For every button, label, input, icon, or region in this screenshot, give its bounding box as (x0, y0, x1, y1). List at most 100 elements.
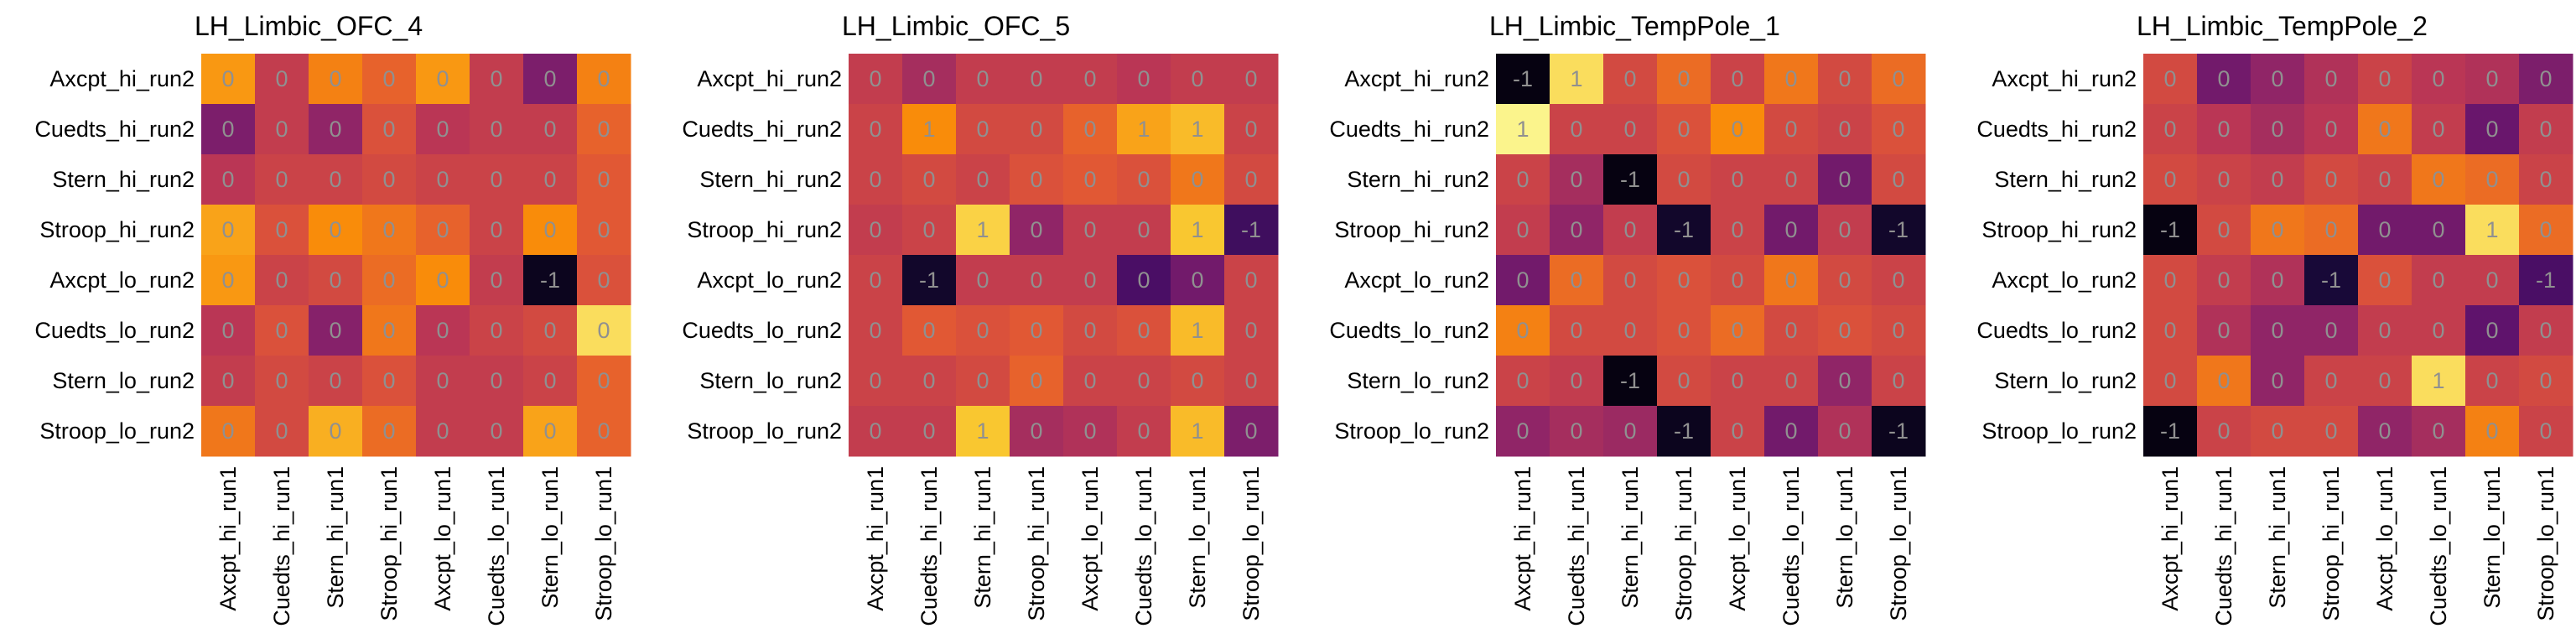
column-label: Stern_lo_run1 (1832, 466, 1857, 609)
cell-value-label: 0 (1784, 418, 1797, 444)
heatmap-cell (1711, 154, 1765, 205)
cell-value-label: 0 (1784, 217, 1797, 242)
cell-value-label: 0 (2378, 267, 2391, 293)
heatmap-cell (1872, 356, 1926, 407)
cell-value-label: 0 (2163, 368, 2176, 393)
cell-value-label: 0 (597, 267, 610, 293)
cell-value-label: 0 (869, 267, 881, 293)
heatmap-cell (309, 154, 363, 205)
cell-value-label: 0 (1570, 318, 1582, 343)
cell-value-label: 0 (597, 66, 610, 91)
heatmap-cell (201, 104, 256, 155)
cell-value-label: 0 (1677, 368, 1690, 393)
cell-value-label: 1 (1570, 66, 1582, 91)
heatmap-cell (255, 54, 309, 105)
cell-value-label: 0 (2378, 217, 2391, 242)
cell-value-label: 0 (1030, 318, 1042, 343)
cell-value-label: -1 (2160, 217, 2180, 242)
column-label: Stern_lo_run1 (1185, 466, 1210, 609)
cell-value-label: 0 (543, 167, 556, 192)
cell-value-label: 0 (2539, 368, 2552, 393)
cell-value-label: 0 (1030, 117, 1042, 142)
heatmap-cell (2197, 54, 2251, 105)
cell-value-label: 0 (1083, 217, 1096, 242)
row-label: Stroop_hi_run2 (39, 217, 195, 242)
heatmap-cell (1224, 54, 1279, 105)
cell-value-label: 0 (1516, 318, 1529, 343)
heatmap-cell (309, 356, 363, 407)
cell-value-label: 0 (1083, 368, 1096, 393)
cell-value-label: 0 (1731, 267, 1743, 293)
cell-value-label: 0 (1838, 66, 1851, 91)
heatmap-cell (577, 205, 631, 256)
heatmap-cell (523, 104, 578, 155)
heatmap-cell (1764, 255, 1819, 306)
cell-value-label: 0 (922, 66, 935, 91)
cell-value-label: 0 (1244, 167, 1257, 192)
cell-value-label: 0 (2163, 267, 2176, 293)
heatmap-cell (2465, 305, 2520, 356)
heatmap-cell (1818, 356, 1872, 407)
cell-value-label: 0 (1030, 66, 1042, 91)
heatmap-cell (1657, 305, 1711, 356)
heatmap-cell (2465, 205, 2520, 256)
heatmap-cell (1063, 154, 1118, 205)
cell-value-label: 0 (221, 217, 234, 242)
cell-value-label: 0 (922, 318, 935, 343)
heatmap-cell (1818, 205, 1872, 256)
cell-value-label: 0 (543, 66, 556, 91)
heatmap-cell (2304, 406, 2359, 457)
column-label: Cuedts_lo_run1 (2426, 466, 2451, 626)
heatmap-cell (416, 305, 470, 356)
cell-value-label: 1 (2432, 368, 2444, 393)
heatmap-cell (902, 205, 957, 256)
cell-value-label: 0 (2432, 418, 2444, 444)
cell-value-label: 0 (2217, 267, 2230, 293)
cell-value-label: 0 (1731, 217, 1743, 242)
cell-value-label: 1 (1516, 117, 1529, 142)
column-label: Axcpt_lo_run1 (2372, 466, 2397, 611)
cell-value-label: 0 (329, 318, 341, 343)
cell-value-label: 0 (275, 418, 288, 444)
cell-value-label: 0 (543, 418, 556, 444)
cell-value-label: 0 (976, 66, 989, 91)
heatmap-cell (362, 205, 417, 256)
heatmap-cell (2519, 54, 2573, 105)
cell-value-label: 0 (597, 217, 610, 242)
panel-title: LH_Limbic_OFC_5 (842, 11, 1070, 41)
cell-value-label: 0 (2217, 318, 2230, 343)
heatmap-cell (2358, 255, 2412, 306)
heatmap-cell (849, 406, 903, 457)
row-label: Axcpt_lo_run2 (1344, 267, 1489, 293)
row-label: Cuedts_hi_run2 (34, 117, 195, 142)
cell-value-label: 0 (1137, 267, 1150, 293)
heatmap-cell (2412, 406, 2466, 457)
heatmap-cell (2519, 154, 2573, 205)
cell-value-label: 0 (382, 368, 395, 393)
heatmap-cell (1872, 154, 1926, 205)
heatmap-cell (201, 54, 256, 105)
column-label: Stroop_lo_run1 (2533, 466, 2558, 621)
column-label: Axcpt_hi_run1 (1510, 466, 1535, 611)
heatmap-cell (362, 255, 417, 306)
heatmap-cell (416, 54, 470, 105)
cell-value-label: 0 (1838, 217, 1851, 242)
cell-value-label: 0 (329, 267, 341, 293)
cell-value-label: 0 (2324, 217, 2337, 242)
heatmap-cell (1603, 104, 1658, 155)
heatmap-cell (1818, 255, 1872, 306)
row-label: Stern_hi_run2 (699, 167, 842, 192)
heatmap-cell (470, 104, 524, 155)
cell-value-label: 0 (275, 368, 288, 393)
heatmap-cell (1063, 406, 1118, 457)
row-label: Cuedts_hi_run2 (1329, 117, 1489, 142)
cell-value-label: 0 (275, 318, 288, 343)
heatmap-cell (1496, 154, 1550, 205)
cell-value-label: 0 (2217, 368, 2230, 393)
heatmap-panel-2: LH_Limbic_OFC_5 0 0 0 0 0 0 0 0 0 1 0 0 0 1 1 0 0 0 0 0 0 0 0 0 0… (682, 11, 1279, 626)
heatmap-cell (362, 356, 417, 407)
heatmap-cell (1224, 104, 1279, 155)
cell-value-label: 0 (2217, 418, 2230, 444)
row-label: Axcpt_hi_run2 (697, 66, 842, 91)
cell-value-label: 0 (2324, 318, 2337, 343)
